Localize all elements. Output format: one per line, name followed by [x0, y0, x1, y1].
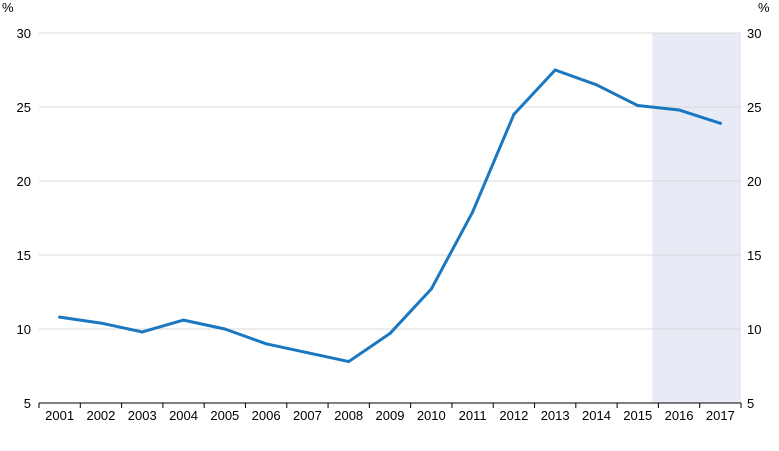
y-tick-left-25: 25: [17, 100, 31, 115]
data-point-2001: [58, 315, 62, 319]
x-tick-label-2015: 2015: [623, 408, 652, 423]
data-point-2007: [305, 351, 309, 355]
x-tick-label-2014: 2014: [582, 408, 611, 423]
data-point-2011: [471, 210, 475, 214]
data-point-2013: [553, 68, 557, 72]
data-point-2003: [140, 330, 144, 334]
data-point-2017: [718, 121, 722, 125]
y-tick-right-5: 5: [747, 396, 754, 411]
x-tick-label-2005: 2005: [210, 408, 239, 423]
y-tick-right-15: 15: [747, 248, 761, 263]
y-unit-left: %: [2, 0, 14, 15]
x-tick-label-2001: 2001: [45, 408, 74, 423]
data-point-2006: [264, 342, 268, 346]
x-tick-label-2013: 2013: [541, 408, 570, 423]
y-tick-left-20: 20: [17, 174, 31, 189]
y-axis-right: 5 10 15 20 25 30: [747, 26, 761, 411]
series-points: [58, 68, 722, 364]
x-tick-label-2003: 2003: [128, 408, 157, 423]
y-unit-right: %: [758, 0, 770, 15]
x-tick-label-2002: 2002: [86, 408, 115, 423]
x-tick-label-2011: 2011: [459, 408, 487, 423]
shaded-projection-region: [652, 33, 741, 403]
data-point-2004: [182, 318, 186, 322]
data-point-2016: [677, 108, 681, 112]
gridlines: [39, 32, 741, 330]
series-line: [58, 68, 722, 364]
data-point-2002: [99, 321, 103, 325]
x-tick-label-2006: 2006: [252, 408, 281, 423]
x-tick-label-2009: 2009: [376, 408, 405, 423]
y-tick-right-30: 30: [747, 26, 761, 41]
data-point-2008: [347, 360, 351, 364]
x-tick-label-2016: 2016: [665, 408, 694, 423]
data-point-2015: [636, 104, 640, 108]
y-tick-left-10: 10: [17, 322, 31, 337]
data-point-2010: [429, 287, 433, 291]
y-axis-left: 5 10 15 20 25 30: [17, 26, 31, 411]
data-point-2014: [594, 83, 598, 87]
x-tick-label-2007: 2007: [293, 408, 322, 423]
data-point-2005: [223, 327, 227, 331]
x-axis: 2001 2002 2003 2004 2005 2006 2007 2008 2009 2010…: [38, 402, 742, 423]
x-tick-label-2017: 2017: [706, 408, 735, 423]
y-tick-left-5: 5: [24, 396, 31, 411]
y-tick-left-15: 15: [17, 248, 31, 263]
y-tick-left-30: 30: [17, 26, 31, 41]
x-tick-label-2012: 2012: [499, 408, 528, 423]
x-tick-label-2008: 2008: [334, 408, 363, 423]
y-tick-right-20: 20: [747, 174, 761, 189]
data-point-2009: [388, 331, 392, 335]
y-tick-right-25: 25: [747, 100, 761, 115]
y-tick-right-10: 10: [747, 322, 761, 337]
x-tick-label-2010: 2010: [417, 408, 446, 423]
x-tick-label-2004: 2004: [169, 408, 198, 423]
data-point-2012: [512, 112, 516, 116]
